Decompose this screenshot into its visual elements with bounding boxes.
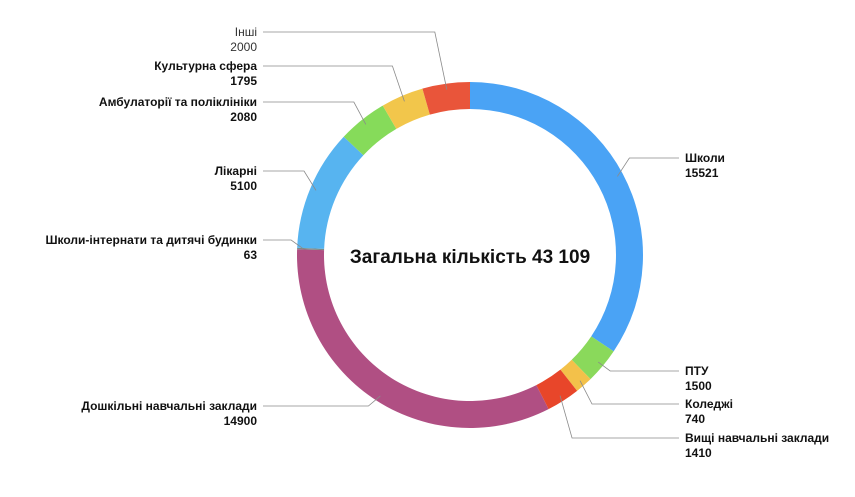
slice-value-коледжі: 740 bbox=[685, 412, 705, 426]
leader-line-дошкільні-навчальні-заклади bbox=[263, 395, 381, 407]
leader-lines bbox=[263, 31, 679, 439]
leader-line-вищі-навчальні-заклади bbox=[559, 395, 679, 439]
slice-культурна-сфера bbox=[382, 88, 430, 129]
slice-школи bbox=[470, 82, 643, 352]
slice-коледжі bbox=[560, 359, 591, 391]
leader-line-культурна-сфера bbox=[263, 65, 405, 102]
center-total-label: Загальна кількість 43 109 bbox=[350, 247, 590, 268]
slice-value-вищі-навчальні-заклади: 1410 bbox=[685, 446, 712, 460]
slice-value-інші: 2000 bbox=[230, 40, 257, 54]
leader-line-амбулаторії-та-поліклініки bbox=[263, 101, 367, 125]
slice-label-інші: Інші bbox=[235, 25, 257, 39]
slice-label-пту: ПТУ bbox=[685, 364, 709, 378]
slice-label-амбулаторії-та-поліклініки: Амбулаторії та поліклініки bbox=[99, 95, 257, 109]
slice-label-школи: Школи bbox=[685, 151, 725, 165]
slice-value-школи-інтернати-та-дитячі-будинки: 63 bbox=[244, 248, 258, 262]
leader-line-школи-інтернати-та-дитячі-будинки bbox=[263, 239, 304, 250]
slice-лікарні bbox=[297, 136, 364, 249]
slice-value-пту: 1500 bbox=[685, 379, 712, 393]
leader-line-інші bbox=[263, 31, 448, 90]
slice-амбулаторії-та-поліклініки bbox=[343, 105, 397, 156]
slice-label-культурна-сфера: Культурна сфера bbox=[154, 59, 257, 73]
slice-value-дошкільні-навчальні-заклади: 14900 bbox=[224, 414, 258, 428]
slice-label-вищі-навчальні-заклади: Вищі навчальні заклади bbox=[685, 431, 829, 445]
slice-value-лікарні: 5100 bbox=[230, 179, 257, 193]
leader-line-пту bbox=[597, 361, 679, 372]
slice-інші bbox=[422, 82, 470, 115]
leader-line-коледжі bbox=[579, 380, 679, 405]
slice-вищі-навчальні-заклади bbox=[536, 369, 578, 410]
donut-slices bbox=[297, 82, 643, 429]
slice-дошкільні-навчальні-заклади bbox=[297, 249, 549, 429]
slice-label-лікарні: Лікарні bbox=[215, 164, 257, 178]
slice-школи-інтернати-та-дитячі-будинки bbox=[297, 247, 325, 251]
leader-line-лікарні bbox=[263, 170, 317, 191]
slice-value-школи: 15521 bbox=[685, 166, 719, 180]
slice-value-амбулаторії-та-поліклініки: 2080 bbox=[230, 110, 257, 124]
slice-пту bbox=[571, 336, 614, 380]
slice-value-культурна-сфера: 1795 bbox=[230, 74, 257, 88]
slice-label-коледжі: Коледжі bbox=[685, 397, 733, 411]
slice-label-дошкільні-навчальні-заклади: Дошкільні навчальні заклади bbox=[81, 399, 257, 413]
slice-label-школи-інтернати-та-дитячі-будинки: Школи-інтернати та дитячі будинки bbox=[45, 233, 257, 247]
leader-line-школи bbox=[617, 157, 679, 177]
